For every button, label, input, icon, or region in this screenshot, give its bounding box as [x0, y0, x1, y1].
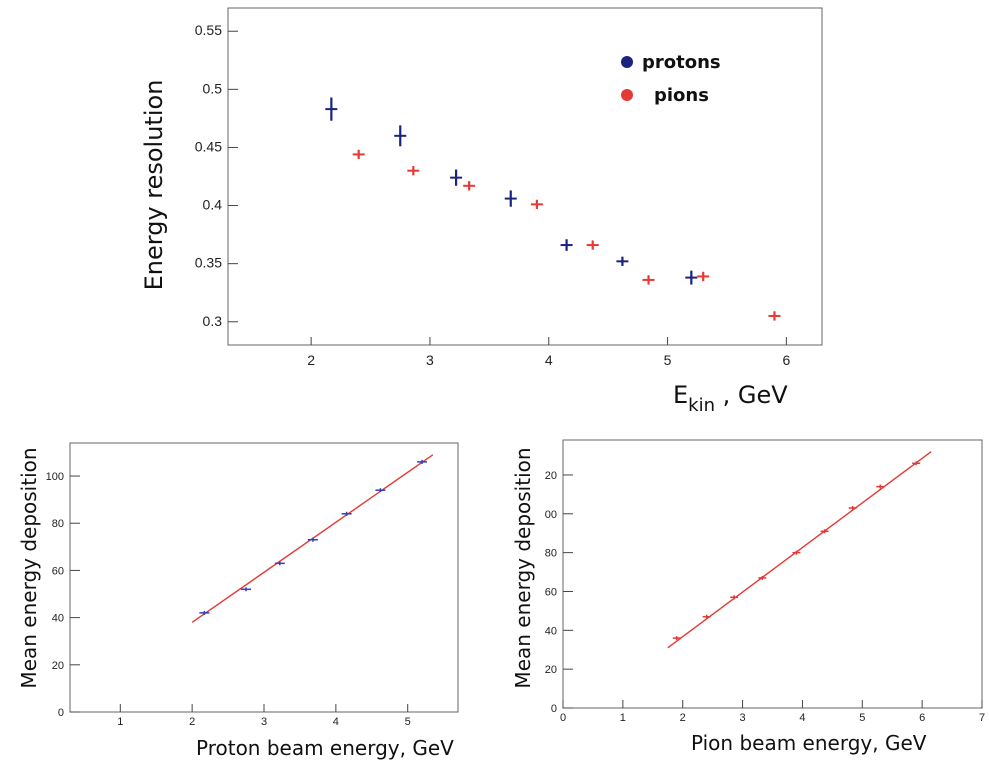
plot-layers: 2 3 4 5 60.30.350.40.450.50.551 2 3 4 5020406080… — [46, 7, 985, 728]
top-chart-point-protons — [394, 125, 407, 147]
bottom-right-chart-y-tick-label: 80 — [545, 548, 557, 560]
legend-label-pions: pions — [654, 85, 709, 106]
bottom-left-chart-frame — [69, 442, 459, 713]
bottom-right-chart-y-tick-label: 20 — [545, 664, 557, 676]
bottom-right-chart-y-tick-label: 20 — [545, 470, 557, 482]
bottom-left-chart-x-tick-label: 1 — [117, 716, 123, 728]
bottom-right-chart-fit-line — [667, 451, 932, 649]
top-chart-x-axis-label-sub: kin — [688, 395, 715, 416]
top-chart-x-axis-label-main: E — [673, 381, 688, 409]
bottom-left-chart-x-tick-label: 4 — [333, 716, 339, 728]
bottom-left-chart-y-tick-label: 80 — [52, 518, 64, 530]
top-chart-point-pions — [352, 149, 365, 160]
bottom-left-chart-y-axis-label: Mean energy deposition — [17, 447, 41, 688]
bottom-left-chart-x-tick-label: 5 — [405, 716, 411, 728]
top-chart-y-tick-label: 0.4 — [203, 197, 223, 213]
bottom-left-chart-y-tick-label: 60 — [52, 565, 64, 577]
top-chart-point-protons — [560, 239, 573, 251]
bottom-right-chart-point-series-0 — [820, 529, 829, 534]
top-chart-x-tick-label: 2 — [307, 352, 315, 368]
top-chart-y-tick-label: 0.45 — [195, 138, 222, 154]
top-chart-x-tick-label: 5 — [664, 352, 672, 368]
top-chart-point-pions — [586, 240, 599, 250]
top-chart-frame — [227, 7, 823, 346]
top-chart-x-axis-label: Ekin , GeV — [673, 381, 788, 416]
bottom-right-chart-point-series-0 — [672, 636, 681, 641]
legend-label-protons: protons — [642, 52, 721, 73]
bottom-left-chart-x-axis-label: Proton beam energy, GeV — [196, 736, 454, 760]
top-chart-point-protons — [685, 270, 698, 285]
top-chart-x-tick-label: 3 — [426, 352, 434, 368]
bottom-left-chart-point-series-0 — [241, 587, 252, 592]
top-chart-y-axis-label: Energy resolution — [140, 80, 168, 291]
bottom-left-chart-y-tick-label: 100 — [46, 471, 64, 483]
bottom-right-chart-point-series-0 — [702, 614, 711, 619]
bottom-left-chart-point-series-0 — [341, 511, 352, 516]
bottom-left-chart-point-series-0 — [307, 537, 318, 542]
top-chart-y-tick-label: 0.35 — [195, 255, 222, 271]
bottom-left-chart-x-tick-label: 2 — [189, 716, 195, 728]
bottom-left-chart-y-tick-label: 0 — [58, 707, 64, 719]
top-chart-point-pions — [642, 275, 655, 285]
bottom-right-chart-y-tick-label: 0 — [551, 703, 557, 715]
bottom-left-chart-x-tick-label: 3 — [261, 716, 267, 728]
bottom-right-chart-x-tick-label: 0 — [560, 712, 566, 724]
bottom-left-chart-point-series-0 — [199, 610, 210, 615]
bottom-left-chart-point-series-0 — [375, 488, 386, 493]
bottom-right-chart-x-tick-label: 6 — [919, 712, 925, 724]
top-chart-y-tick-label: 0.55 — [195, 22, 222, 38]
top-chart-point-pions — [407, 166, 420, 176]
bottom-left-chart-point-series-0 — [417, 459, 428, 464]
bottom-right-chart-point-series-0 — [792, 550, 801, 555]
top-chart-x-axis-label-suffix: , GeV — [715, 381, 788, 409]
bottom-right-chart-y-axis-label: Mean energy deposition — [511, 447, 535, 688]
top-chart-point-pions — [530, 199, 543, 210]
bottom-left-chart-y-tick-label: 20 — [52, 660, 64, 672]
bottom-right-chart-point-series-0 — [848, 505, 857, 510]
top-chart-y-tick-label: 0.3 — [203, 313, 223, 329]
bottom-right-chart-point-series-0 — [912, 461, 921, 466]
bottom-left-chart-point-series-0 — [274, 561, 285, 566]
top-chart-point-protons — [616, 256, 629, 266]
top-chart-point-protons — [450, 169, 463, 186]
legend-marker-pions — [621, 89, 633, 101]
top-chart-point-protons — [325, 97, 338, 121]
bottom-right-chart-point-series-0 — [758, 575, 767, 580]
legend-marker-protons — [621, 56, 633, 68]
bottom-right-chart-point-series-0 — [876, 484, 885, 489]
top-chart-point-pions — [697, 271, 710, 282]
bottom-right-chart-x-axis-label: Pion beam energy, GeV — [691, 731, 927, 755]
bottom-right-chart-x-tick-label: 4 — [799, 712, 805, 724]
bottom-right-chart-point-series-0 — [730, 595, 739, 600]
bottom-right-chart-x-tick-label: 3 — [740, 712, 746, 724]
bottom-right-chart-y-tick-label: 00 — [545, 509, 557, 521]
top-chart-point-protons — [504, 190, 517, 207]
bottom-right-chart-x-tick-label: 5 — [859, 712, 865, 724]
bottom-right-chart-frame — [562, 439, 983, 709]
bottom-right-chart-x-tick-label: 2 — [680, 712, 686, 724]
top-chart-point-pions — [463, 181, 476, 191]
bottom-right-chart-y-tick-label: 40 — [545, 625, 557, 637]
top-chart-point-pions — [768, 311, 781, 321]
bottom-right-chart-x-tick-label: 7 — [979, 712, 985, 724]
bottom-right-chart-y-tick-label: 60 — [545, 586, 557, 598]
top-chart-y-tick-label: 0.5 — [203, 80, 223, 96]
top-chart-x-tick-label: 4 — [545, 352, 553, 368]
bottom-left-chart-y-tick-label: 40 — [52, 613, 64, 625]
top-chart-x-tick-label: 6 — [782, 352, 790, 368]
bottom-right-chart-x-tick-label: 1 — [620, 712, 626, 724]
